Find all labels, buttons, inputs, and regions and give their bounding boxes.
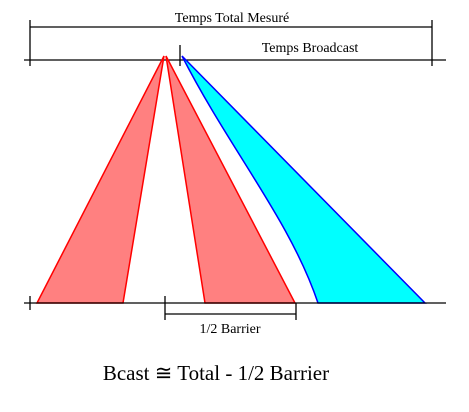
half-barrier-bracket <box>164 296 297 320</box>
barrier-red-triangle-left <box>35 55 165 304</box>
broadcast-cyan-triangle <box>181 55 427 304</box>
formula-caption: Bcast ≅ Total - 1/2 Barrier <box>103 361 329 385</box>
half-barrier-label: 1/2 Barrier <box>199 322 260 337</box>
total-time-label: Temps Total Mesuré <box>175 11 289 26</box>
broadcast-time-label: Temps Broadcast <box>262 41 359 56</box>
total-time-bracket <box>29 20 433 66</box>
